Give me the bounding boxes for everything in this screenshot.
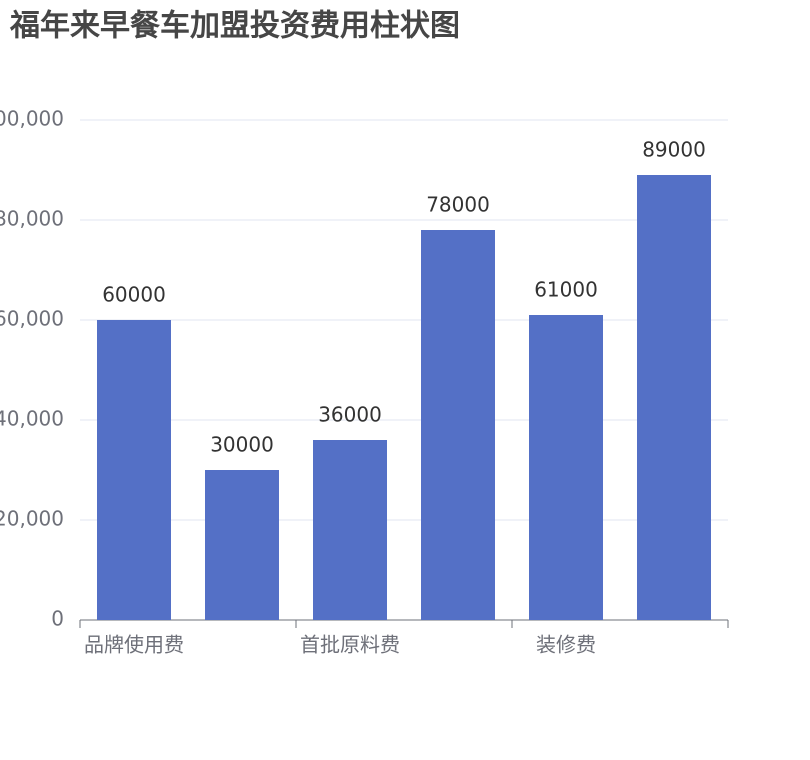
bar xyxy=(637,175,711,620)
chart-title: 福年来早餐车加盟投资费用柱状图 xyxy=(9,9,460,44)
value-label: 61000 xyxy=(534,278,598,302)
y-tick-label: 0 xyxy=(51,607,64,631)
y-tick-label: 40,000 xyxy=(0,407,64,431)
y-tick-label: 20,000 xyxy=(0,507,64,531)
bar xyxy=(421,230,495,620)
bar xyxy=(205,470,279,620)
value-label: 89000 xyxy=(642,138,706,162)
value-label: 60000 xyxy=(102,283,166,307)
y-tick-label: 100,000 xyxy=(0,107,64,131)
bar xyxy=(97,320,171,620)
value-label: 78000 xyxy=(426,193,490,217)
x-tick-label: 装修费 xyxy=(536,633,596,657)
bar xyxy=(313,440,387,620)
value-label: 36000 xyxy=(318,403,382,427)
y-tick-label: 80,000 xyxy=(0,207,64,231)
bar xyxy=(529,315,603,620)
x-tick-label: 首批原料费 xyxy=(300,633,400,657)
y-tick-label: 60,000 xyxy=(0,307,64,331)
value-label: 30000 xyxy=(210,433,274,457)
x-tick-label: 品牌使用费 xyxy=(84,633,184,657)
